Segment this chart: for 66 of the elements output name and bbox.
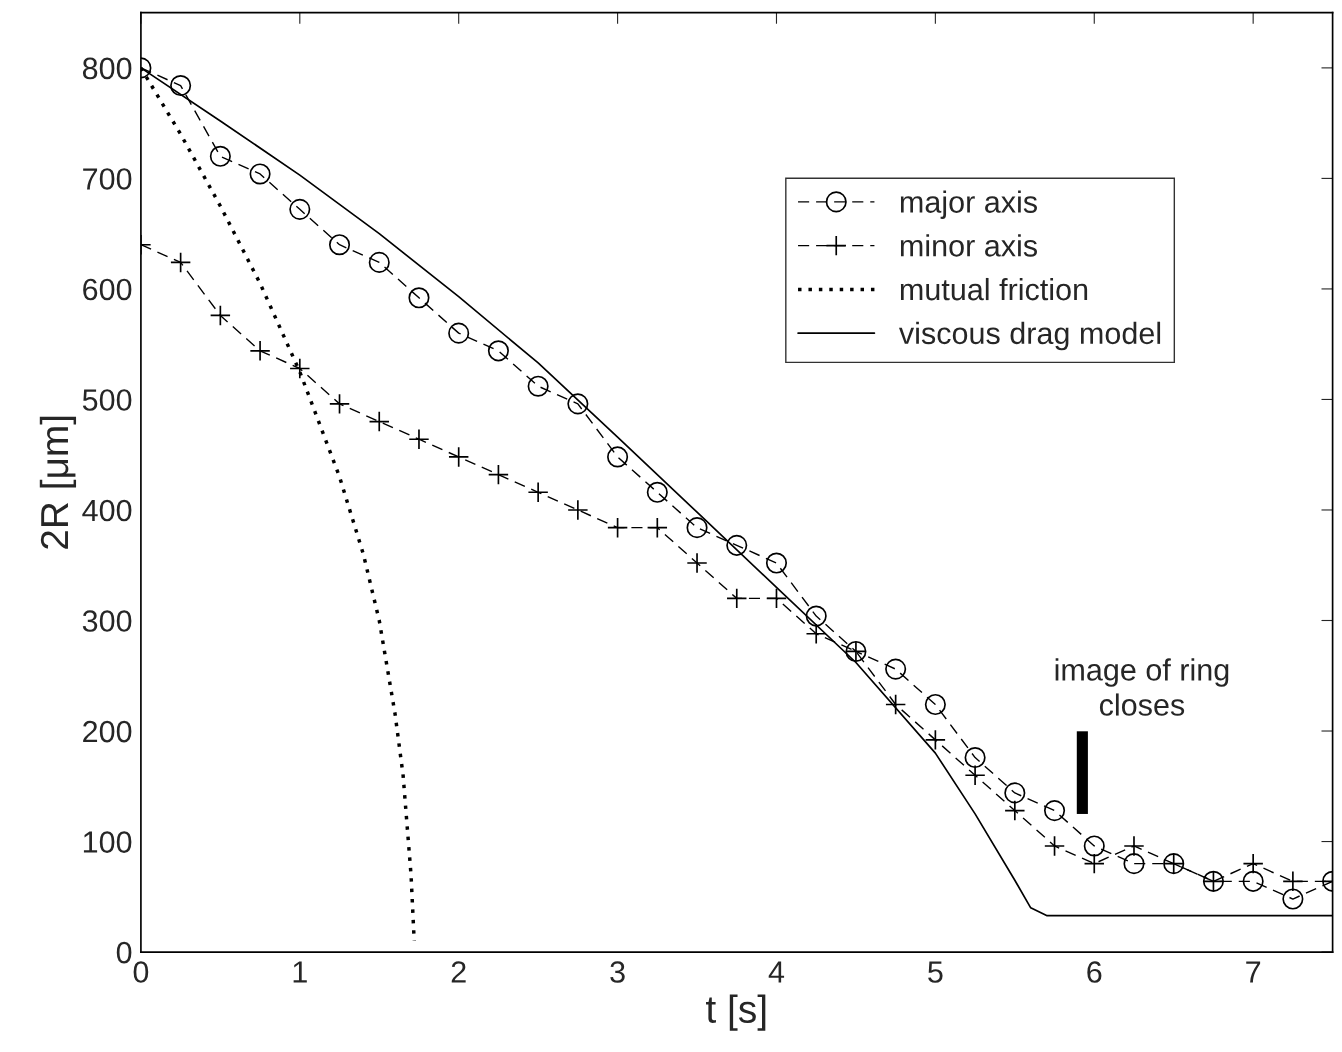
point <box>924 729 946 751</box>
point <box>1043 800 1066 822</box>
x-tick-label: 3 <box>610 961 625 983</box>
point <box>368 251 390 273</box>
x-tick-label: 4 <box>768 961 785 983</box>
y-tick-label: 0 <box>116 941 132 964</box>
point <box>209 145 231 167</box>
point <box>567 393 589 415</box>
point <box>646 481 668 503</box>
legend-label: mutual friction <box>900 277 1088 301</box>
annotation: image of ring closes <box>1055 658 1229 716</box>
x-tick-label: 2 <box>451 961 466 983</box>
point <box>1043 835 1066 857</box>
point <box>885 693 907 716</box>
point <box>527 375 549 397</box>
point <box>328 393 351 415</box>
point <box>1242 870 1264 892</box>
point <box>1004 800 1026 822</box>
x-axis-title: t [s] <box>706 994 766 1031</box>
point <box>289 357 311 380</box>
y-tick-label: 600 <box>83 278 132 301</box>
point <box>448 322 470 344</box>
point <box>607 446 629 468</box>
point <box>328 234 351 256</box>
point <box>686 517 708 539</box>
point <box>448 446 470 468</box>
legend-label: major axis <box>900 190 1037 219</box>
point <box>487 464 509 486</box>
y-tick-label: 800 <box>82 57 132 80</box>
x-tick-label: 7 <box>1246 961 1261 983</box>
point <box>1004 782 1026 804</box>
point <box>408 287 430 309</box>
point <box>170 75 192 97</box>
point <box>964 746 986 769</box>
point <box>368 410 390 433</box>
point <box>607 517 629 539</box>
x-tick-label: 6 <box>1087 961 1102 983</box>
point <box>1083 853 1105 875</box>
x-tick-label: 5 <box>928 961 943 983</box>
point <box>170 251 192 273</box>
point <box>924 693 946 716</box>
x-tick-label: 0 <box>133 961 149 983</box>
point <box>726 587 748 609</box>
point <box>249 163 271 185</box>
point <box>1123 853 1145 875</box>
point <box>1282 888 1304 910</box>
legend-label: minor axis <box>900 234 1037 257</box>
point <box>1083 835 1105 857</box>
point <box>209 304 231 327</box>
y-tick-label: 200 <box>83 720 132 743</box>
y-tick-label: 100 <box>83 831 132 853</box>
y-tick-label: 300 <box>82 610 132 632</box>
x-tick-label: 1 <box>293 961 307 983</box>
y-axis-title: 2R [μm] <box>39 416 77 549</box>
point <box>487 340 509 362</box>
point <box>885 658 907 680</box>
point <box>765 552 788 574</box>
y-tick-label: 500 <box>82 389 132 411</box>
point <box>805 605 827 627</box>
y-tick-label: 400 <box>82 499 132 522</box>
point <box>289 198 311 220</box>
y-tick-label: 700 <box>83 168 132 190</box>
point <box>726 534 748 556</box>
point <box>646 517 668 539</box>
legend-label: viscous drag model <box>898 321 1161 351</box>
point <box>765 587 788 609</box>
